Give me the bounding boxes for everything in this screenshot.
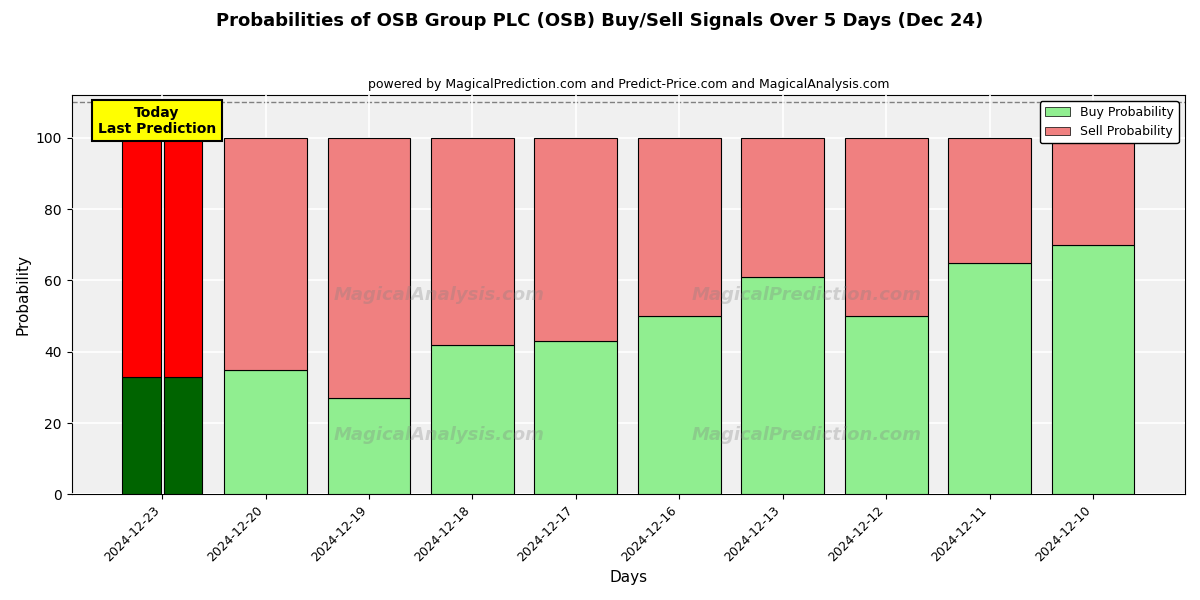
Bar bbox=[534, 341, 617, 494]
Bar bbox=[431, 344, 514, 494]
Bar bbox=[948, 263, 1031, 494]
Text: MagicalAnalysis.com: MagicalAnalysis.com bbox=[334, 286, 545, 304]
Text: MagicalPrediction.com: MagicalPrediction.com bbox=[691, 425, 922, 443]
Title: powered by MagicalPrediction.com and Predict-Price.com and MagicalAnalysis.com: powered by MagicalPrediction.com and Pre… bbox=[367, 78, 889, 91]
Bar bbox=[845, 138, 928, 316]
Bar bbox=[224, 370, 307, 494]
Bar bbox=[163, 138, 202, 377]
Bar bbox=[534, 138, 617, 341]
Bar bbox=[638, 316, 721, 494]
Bar bbox=[224, 138, 307, 370]
Text: Today
Last Prediction: Today Last Prediction bbox=[97, 106, 216, 136]
Bar bbox=[638, 138, 721, 316]
Bar bbox=[742, 138, 824, 277]
Bar bbox=[948, 138, 1031, 263]
Y-axis label: Probability: Probability bbox=[16, 254, 30, 335]
Bar bbox=[122, 377, 161, 494]
Legend: Buy Probability, Sell Probability: Buy Probability, Sell Probability bbox=[1040, 101, 1178, 143]
Text: MagicalPrediction.com: MagicalPrediction.com bbox=[691, 286, 922, 304]
X-axis label: Days: Days bbox=[610, 570, 647, 585]
Bar bbox=[122, 138, 161, 377]
Bar bbox=[431, 138, 514, 344]
Text: MagicalAnalysis.com: MagicalAnalysis.com bbox=[334, 425, 545, 443]
Bar bbox=[1051, 138, 1134, 245]
Bar bbox=[328, 398, 410, 494]
Bar bbox=[1051, 245, 1134, 494]
Text: Probabilities of OSB Group PLC (OSB) Buy/Sell Signals Over 5 Days (Dec 24): Probabilities of OSB Group PLC (OSB) Buy… bbox=[216, 12, 984, 30]
Bar bbox=[328, 138, 410, 398]
Bar bbox=[742, 277, 824, 494]
Bar bbox=[163, 377, 202, 494]
Bar bbox=[845, 316, 928, 494]
